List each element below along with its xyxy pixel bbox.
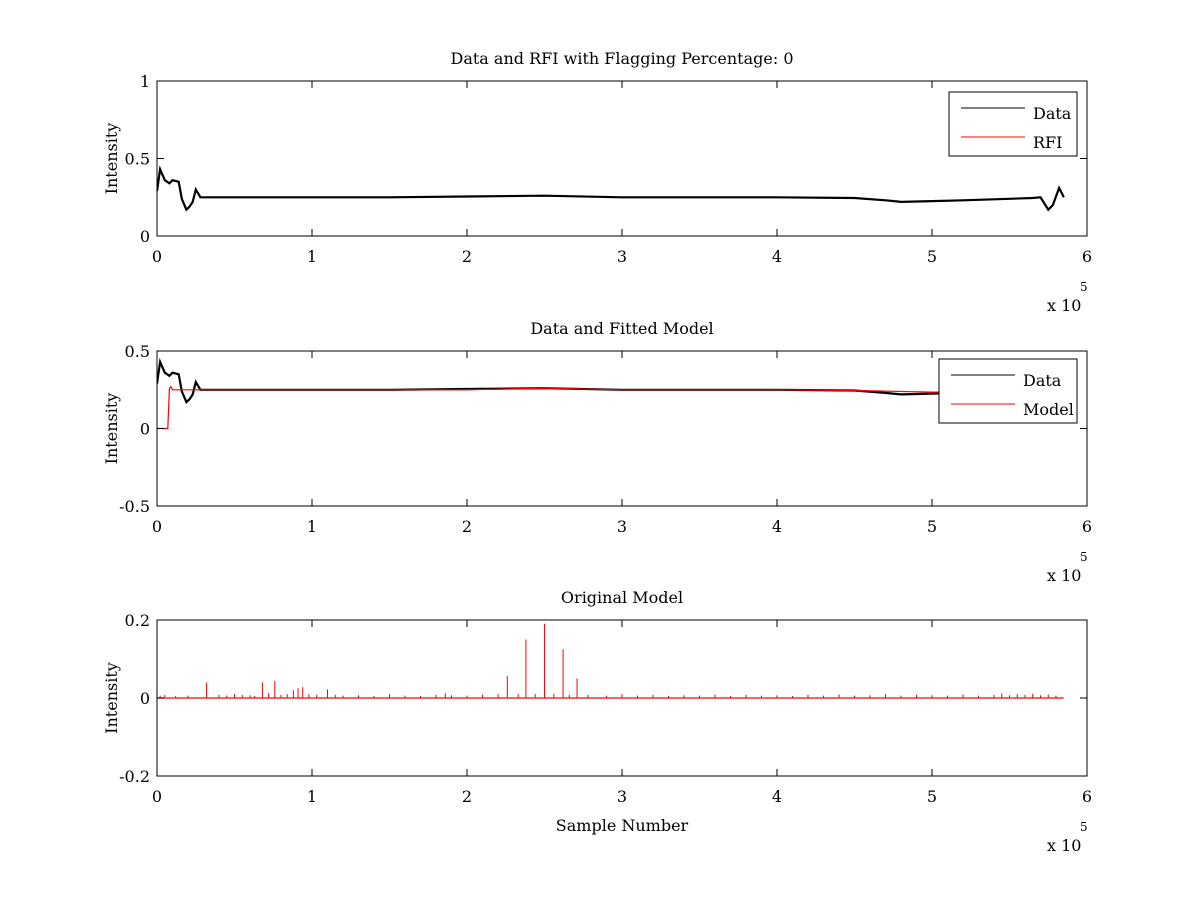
legend-label-data: Data — [1023, 371, 1062, 390]
legend-label-model: Model — [1023, 400, 1074, 419]
legend-label-rfi: RFI — [1033, 133, 1062, 152]
x-tick-label: 4 — [772, 787, 782, 806]
x-tick-label: 1 — [307, 247, 317, 266]
subplot-1: 0 1 2 3 4 5 6 0 0.5 1 x 10 5 Data and RFI with Flagg… — [102, 49, 1092, 315]
x-axis-label: Sample Number — [556, 816, 689, 835]
y-tick-label: 0.5 — [125, 150, 150, 169]
y-tick-label: 0 — [140, 227, 150, 246]
axes-box — [156, 350, 1088, 507]
x-tick-label: 4 — [772, 517, 782, 536]
x-tick-label: 5 — [927, 247, 937, 266]
y-axis-label: Intensity — [102, 662, 121, 734]
x-tick-label: 0 — [152, 787, 162, 806]
x-multiplier: x 10 5 — [1047, 820, 1088, 855]
y-tick-label: -0.2 — [119, 767, 150, 786]
x-multiplier: x 10 5 — [1047, 280, 1088, 315]
x-multiplier-base: x 10 — [1047, 836, 1081, 855]
legend: Data Model — [938, 358, 1078, 424]
x-tick-label: 1 — [307, 517, 317, 536]
axes-box — [156, 80, 1088, 237]
x-tick-label: 3 — [617, 517, 627, 536]
x-multiplier-base: x 10 — [1047, 566, 1081, 585]
x-tick-label: 6 — [1082, 517, 1092, 536]
x-tick-label: 2 — [462, 787, 472, 806]
y-tick-label: -0.5 — [119, 497, 150, 516]
y-tick-label: 0.5 — [125, 342, 150, 361]
x-multiplier-base: x 10 — [1047, 296, 1081, 315]
x-tick-label: 2 — [462, 517, 472, 536]
y-tick-label: 0 — [140, 420, 150, 439]
x-tick-label: 3 — [617, 787, 627, 806]
y-tick-label: 1 — [140, 72, 150, 91]
x-multiplier: x 10 5 — [1047, 550, 1088, 585]
x-tick-label: 4 — [772, 247, 782, 266]
chart-title: Data and Fitted Model — [530, 319, 713, 338]
chart-title: Original Model — [561, 588, 683, 607]
chart-title: Data and RFI with Flagging Percentage: 0 — [450, 49, 793, 68]
series-line-data — [157, 165, 1065, 212]
x-tick-label: 0 — [152, 517, 162, 536]
series-spikes — [157, 623, 1064, 699]
x-multiplier-exponent: 5 — [1080, 280, 1088, 294]
x-tick-label: 3 — [617, 247, 627, 266]
legend-box — [938, 358, 1078, 424]
x-tick-label: 5 — [927, 517, 937, 536]
legend: Data RFI — [948, 91, 1078, 157]
x-tick-label: 0 — [152, 247, 162, 266]
legend-label-data: Data — [1033, 104, 1072, 123]
y-tick-label: 0.2 — [125, 611, 150, 630]
x-tick-label: 1 — [307, 787, 317, 806]
y-tick-label: 0 — [140, 689, 150, 708]
y-axis-label: Intensity — [102, 393, 121, 465]
x-tick-label: 2 — [462, 247, 472, 266]
legend-box — [948, 91, 1078, 157]
x-multiplier-exponent: 5 — [1080, 550, 1088, 564]
y-axis-label: Intensity — [102, 123, 121, 195]
x-multiplier-exponent: 5 — [1080, 820, 1088, 834]
x-tick-label: 5 — [927, 787, 937, 806]
x-tick-label: 6 — [1082, 787, 1092, 806]
x-tick-label: 6 — [1082, 247, 1092, 266]
